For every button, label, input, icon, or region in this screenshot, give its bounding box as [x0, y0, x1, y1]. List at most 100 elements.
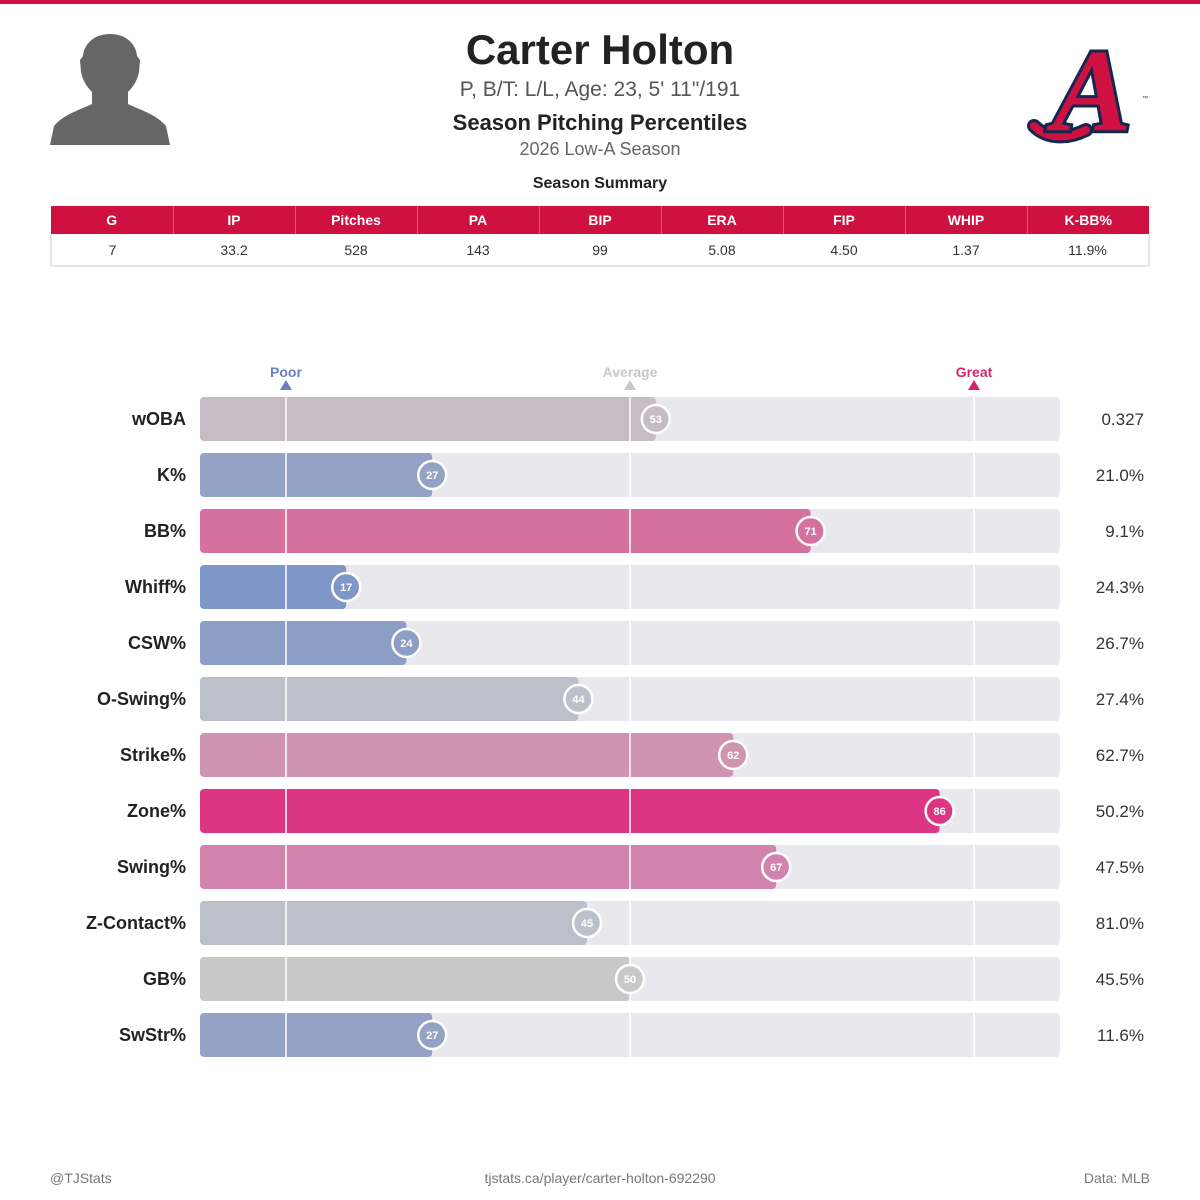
- percentile-value: 71: [804, 526, 816, 538]
- metric-label: BB%: [144, 521, 186, 541]
- summary-header-cell: PA: [417, 206, 540, 234]
- percentile-bar: [200, 453, 433, 497]
- summary-header-row: G IP Pitches PA BIP ERA FIP WHIP K-BB%: [51, 206, 1149, 234]
- top-accent-bar: [0, 0, 1200, 4]
- summary-header-cell: FIP: [783, 206, 906, 234]
- metric-label: GB%: [143, 969, 186, 989]
- percentile-bar: [200, 845, 777, 889]
- stat-value: 11.6%: [1097, 1026, 1144, 1045]
- summary-title: Season Summary: [532, 175, 668, 192]
- percentile-circle: [416, 459, 448, 491]
- percentile-value: 62: [727, 750, 739, 762]
- stat-value: 45.5%: [1096, 970, 1144, 989]
- summary-header-cell: WHIP: [905, 206, 1028, 234]
- summary-header-cell: K-BB%: [1027, 206, 1149, 234]
- summary-header-cell: ERA: [661, 206, 784, 234]
- percentile-value: 24: [400, 638, 413, 650]
- percentile-circle: [571, 907, 603, 939]
- marker-label: Average: [603, 364, 658, 380]
- percentile-value: 17: [340, 582, 352, 594]
- logo-lettering: A: [1046, 26, 1132, 144]
- player-info: P, B/T: L/L, Age: 23, 5' 11"/191: [459, 78, 741, 101]
- stat-value: 81.0%: [1096, 914, 1144, 933]
- marker-triangle-icon: [968, 380, 980, 390]
- footer-credit: @TJStats: [50, 1170, 112, 1186]
- percentile-value: 27: [426, 470, 438, 482]
- stat-value: 62.7%: [1096, 746, 1144, 765]
- percentile-bar: [200, 733, 734, 777]
- percentile-bar: [200, 789, 940, 833]
- summary-value-cell: 1.37: [905, 234, 1027, 267]
- stat-value: 47.5%: [1096, 858, 1144, 877]
- footer-source: Data: MLB: [1083, 1170, 1150, 1186]
- percentile-value: 44: [572, 694, 585, 706]
- percentile-value: 50: [624, 974, 636, 986]
- percentile-circle: [717, 739, 749, 771]
- summary-header-cell: Pitches: [295, 206, 418, 234]
- percentile-bar: [200, 1013, 433, 1057]
- stat-value: 26.7%: [1096, 634, 1144, 653]
- metric-label: wOBA: [131, 409, 186, 429]
- percentile-bar: [200, 677, 579, 721]
- stat-value: 24.3%: [1096, 578, 1144, 597]
- summary-header-cell: IP: [173, 206, 296, 234]
- percentile-circle: [416, 1019, 448, 1051]
- stat-value: 9.1%: [1105, 522, 1144, 541]
- chart-subtitle: Season Pitching Percentiles: [452, 110, 748, 135]
- metric-label: SwStr%: [119, 1025, 186, 1045]
- marker-label: Great: [956, 364, 993, 380]
- percentile-value: 67: [770, 862, 782, 874]
- svg-text:™: ™: [1142, 95, 1148, 102]
- summary-value-cell: 5.08: [661, 234, 783, 267]
- summary-value-cell: 33.2: [173, 234, 295, 267]
- metric-label: Z-Contact%: [86, 913, 186, 933]
- percentile-bar: [200, 957, 630, 1001]
- percentile-bar: [200, 901, 587, 945]
- metric-label: CSW%: [128, 633, 186, 653]
- percentile-bar: [200, 509, 811, 553]
- percentile-value: 53: [650, 414, 662, 426]
- season-summary-table: G IP Pitches PA BIP ERA FIP WHIP K-BB% 7…: [50, 206, 1150, 267]
- percentile-chart: Poor Average Great wOBA 53 0.327 K% 27 21.0% BB% 7…: [86, 364, 1144, 1057]
- marker-triangle-icon: [280, 380, 292, 390]
- marker-label: Poor: [270, 364, 302, 380]
- stat-value: 0.327: [1101, 410, 1144, 429]
- marker-triangle-icon: [624, 380, 636, 390]
- footer-url[interactable]: tjstats.ca/player/carter-holton-692290: [484, 1170, 716, 1186]
- metric-label: Zone%: [127, 801, 186, 821]
- braves-a-logo-icon: A ™: [1027, 26, 1148, 144]
- summary-value-cell: 11.9%: [1027, 234, 1150, 267]
- summary-value-cell: 143: [417, 234, 539, 267]
- percentile-bar: [200, 397, 656, 441]
- summary-value-cell: 528: [295, 234, 417, 267]
- percentile-circle: [760, 851, 792, 883]
- percentile-circle: [330, 571, 362, 603]
- stat-value: 21.0%: [1096, 466, 1144, 485]
- summary-value-row: 7 33.2 528 143 99 5.08 4.50 1.37 11.9%: [50, 234, 1150, 267]
- percentile-bar: [200, 621, 407, 665]
- percentile-bar: [200, 565, 347, 609]
- percentile-value: 86: [933, 806, 945, 818]
- summary-header-cell: G: [51, 206, 174, 234]
- summary-value-cell: 7: [50, 234, 173, 267]
- player-silhouette-icon: [50, 34, 170, 145]
- season-label: 2026 Low-A Season: [519, 139, 681, 159]
- metric-label: Swing%: [117, 857, 186, 877]
- summary-header-cell: BIP: [539, 206, 662, 234]
- percentile-circle: [563, 683, 594, 715]
- player-name: Carter Holton: [465, 26, 735, 73]
- stat-value: 50.2%: [1096, 802, 1144, 821]
- summary-value-cell: 4.50: [783, 234, 905, 267]
- percentile-circle: [795, 515, 826, 547]
- percentile-circle: [640, 403, 672, 435]
- summary-value-cell: 99: [539, 234, 661, 267]
- metric-label: Whiff%: [125, 577, 186, 597]
- metric-label: Strike%: [120, 745, 186, 765]
- percentile-circle: [924, 795, 955, 827]
- percentile-circle: [614, 963, 646, 995]
- percentile-value: 27: [426, 1030, 438, 1042]
- percentile-value: 45: [581, 918, 593, 930]
- stat-value: 27.4%: [1096, 690, 1144, 709]
- metric-label: K%: [157, 465, 186, 485]
- metric-label: O-Swing%: [97, 689, 186, 709]
